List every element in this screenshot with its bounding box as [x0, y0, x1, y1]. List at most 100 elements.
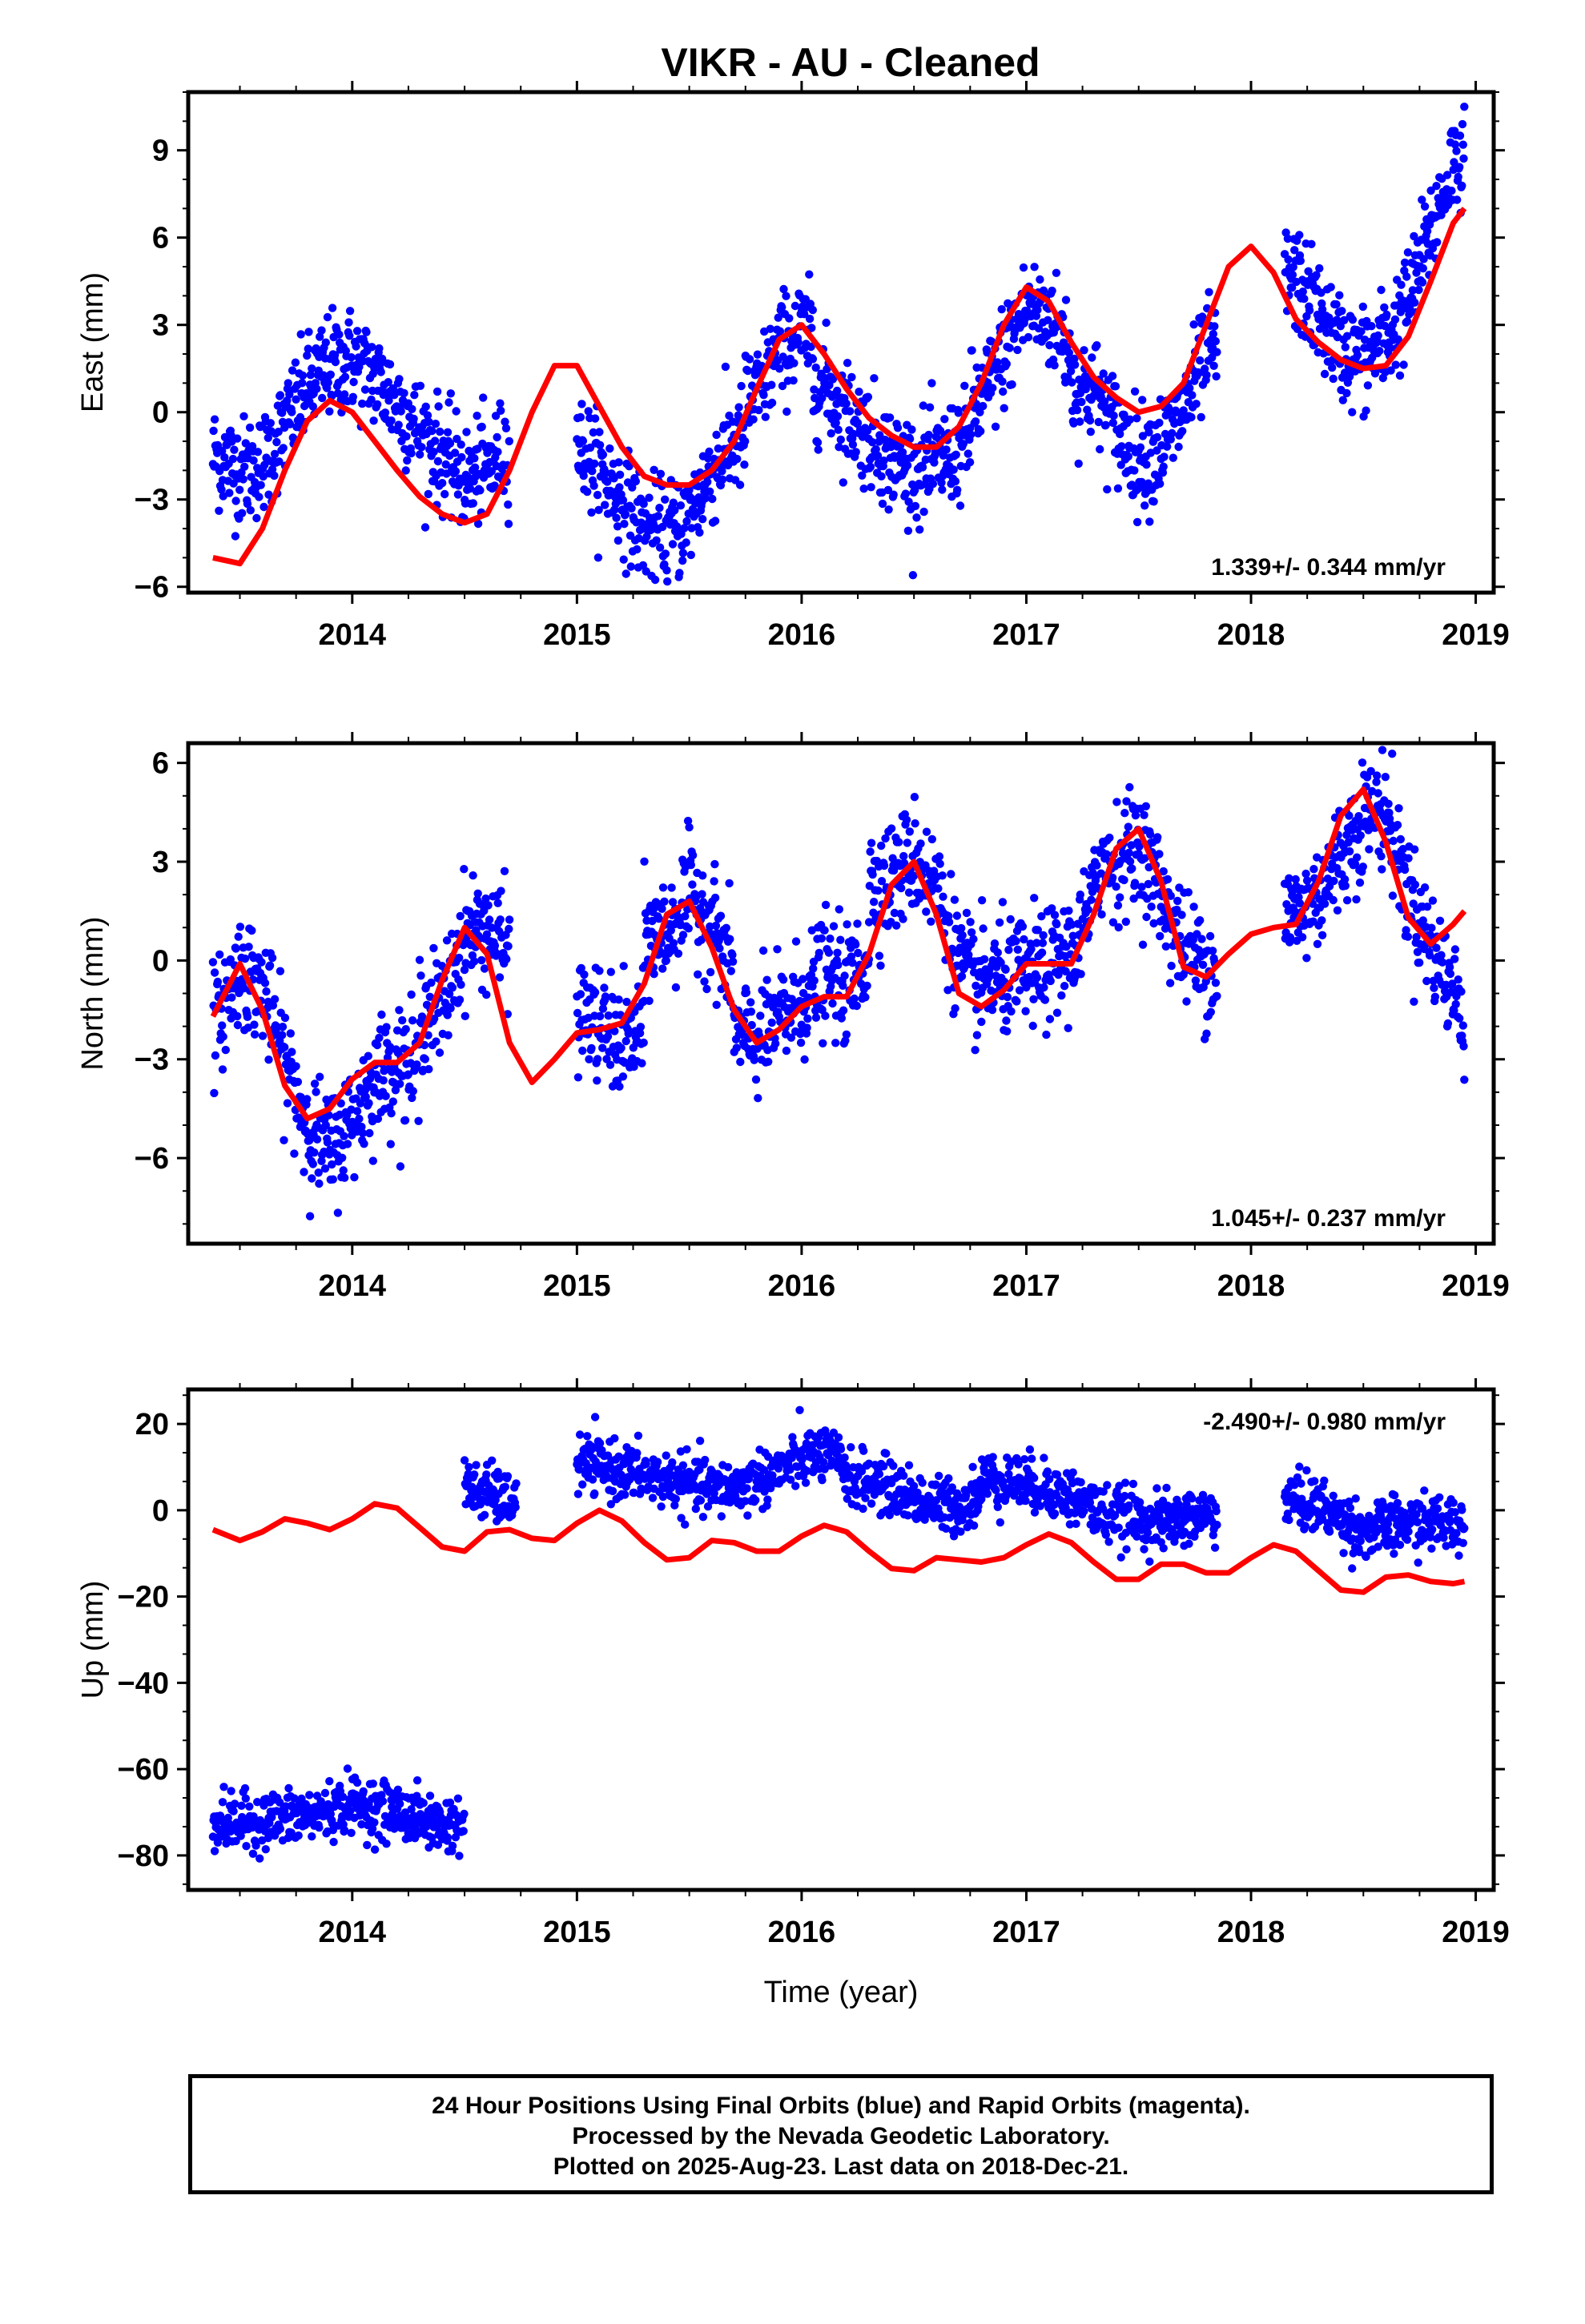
east-observation-point [965, 458, 975, 467]
east-observation-point [818, 394, 827, 403]
east-observation-point [1357, 327, 1366, 336]
east-observation-point [298, 371, 308, 380]
north-observation-point [811, 1013, 821, 1022]
north-observation-point [658, 883, 668, 892]
east-observation-point [663, 577, 672, 586]
north-observation-point [1437, 951, 1446, 959]
east-observation-point [1188, 391, 1197, 400]
east-observation-point [416, 381, 425, 390]
east-observation-point [396, 407, 405, 416]
east-observation-point [631, 476, 640, 486]
north-observation-point [756, 1011, 765, 1020]
east-observation-point [1144, 428, 1153, 436]
east-observation-point [1205, 287, 1213, 296]
north-observation-point [387, 1109, 396, 1118]
north-observation-point [262, 987, 271, 996]
east-observation-point [940, 415, 949, 424]
east-observation-point [321, 338, 330, 347]
up-observation-point [260, 1827, 270, 1835]
north-observation-point [1003, 992, 1012, 1002]
north-observation-point [861, 993, 870, 1002]
east-observation-point [595, 440, 605, 449]
east-observation-point [209, 426, 218, 436]
north-observation-point [211, 1051, 220, 1060]
north-observation-point [1432, 943, 1441, 952]
north-observation-point [958, 931, 967, 940]
up-observation-point [920, 1515, 929, 1524]
east-observation-point [579, 471, 588, 480]
up-observation-point [347, 1828, 356, 1837]
north-observation-point [829, 922, 839, 931]
east-observation-point [1197, 412, 1205, 422]
north-observation-point [726, 967, 735, 975]
east-observation-point [808, 355, 818, 364]
east-observation-point [1348, 316, 1358, 324]
east-observation-point [279, 444, 288, 452]
north-observation-point [360, 1140, 368, 1148]
east-observation-point [901, 489, 911, 498]
north-observation-point [1189, 903, 1198, 911]
north-observation-point [996, 958, 1005, 967]
north-observation-point [1097, 910, 1106, 919]
north-observation-point [280, 1013, 290, 1023]
east-observation-point [1293, 324, 1302, 333]
east-observation-point [590, 414, 600, 423]
east-observation-point [403, 456, 412, 465]
east-observation-point [589, 428, 597, 437]
north-observation-point [688, 850, 698, 860]
east-observation-point [335, 330, 344, 339]
up-observation-point [218, 1798, 227, 1807]
north-observation-point [1396, 834, 1406, 844]
east-observation-point [1212, 372, 1221, 381]
north-observation-point [408, 1016, 417, 1025]
north-observation-point [1460, 1076, 1469, 1084]
up-observation-point [1020, 1455, 1029, 1464]
north-observation-point [1120, 809, 1129, 818]
north-observation-point [804, 993, 813, 1002]
north-observation-point [1038, 939, 1048, 947]
north-observation-point [1156, 931, 1165, 941]
up-observation-point [791, 1482, 800, 1490]
north-observation-point [1420, 883, 1430, 892]
east-observation-point [270, 471, 279, 480]
east-observation-point [725, 411, 734, 420]
east-observation-point [703, 454, 713, 463]
east-observation-point [1426, 186, 1435, 195]
east-observation-point [669, 498, 678, 507]
north-observation-point [1116, 893, 1124, 902]
north-observation-point [504, 942, 513, 951]
east-x-tick-label: 2014 [319, 618, 387, 652]
north-y-tick-label: −3 [135, 1043, 169, 1077]
north-observation-point [879, 861, 889, 870]
east-observation-point [976, 408, 984, 416]
north-observation-point [1149, 919, 1158, 928]
north-observation-point [278, 1023, 288, 1031]
up-observation-point [935, 1471, 943, 1481]
east-observation-point [645, 493, 654, 502]
east-observation-point [678, 556, 687, 565]
east-observation-point [312, 384, 321, 393]
north-observation-point [842, 1030, 851, 1039]
north-observation-point [386, 1140, 395, 1148]
east-observation-point [871, 444, 880, 454]
east-observation-point [1380, 303, 1389, 312]
east-observation-point [708, 494, 717, 504]
east-observation-point [1368, 353, 1377, 362]
north-observation-point [1159, 866, 1168, 876]
east-observation-point [873, 451, 883, 460]
north-observation-point [578, 1046, 587, 1055]
north-observation-point [922, 827, 931, 836]
north-observation-point [750, 1055, 758, 1064]
east-observation-point [622, 569, 630, 578]
east-observation-point [1377, 285, 1386, 295]
up-observation-point [340, 1826, 349, 1835]
east-observation-point [428, 426, 436, 436]
north-observation-point [1018, 922, 1028, 931]
north-observation-point [934, 884, 943, 893]
up-observation-point [703, 1502, 713, 1511]
north-observation-point [1108, 918, 1118, 927]
up-observation-point [583, 1432, 592, 1441]
north-observation-point [714, 936, 723, 945]
north-observation-point [869, 898, 879, 907]
